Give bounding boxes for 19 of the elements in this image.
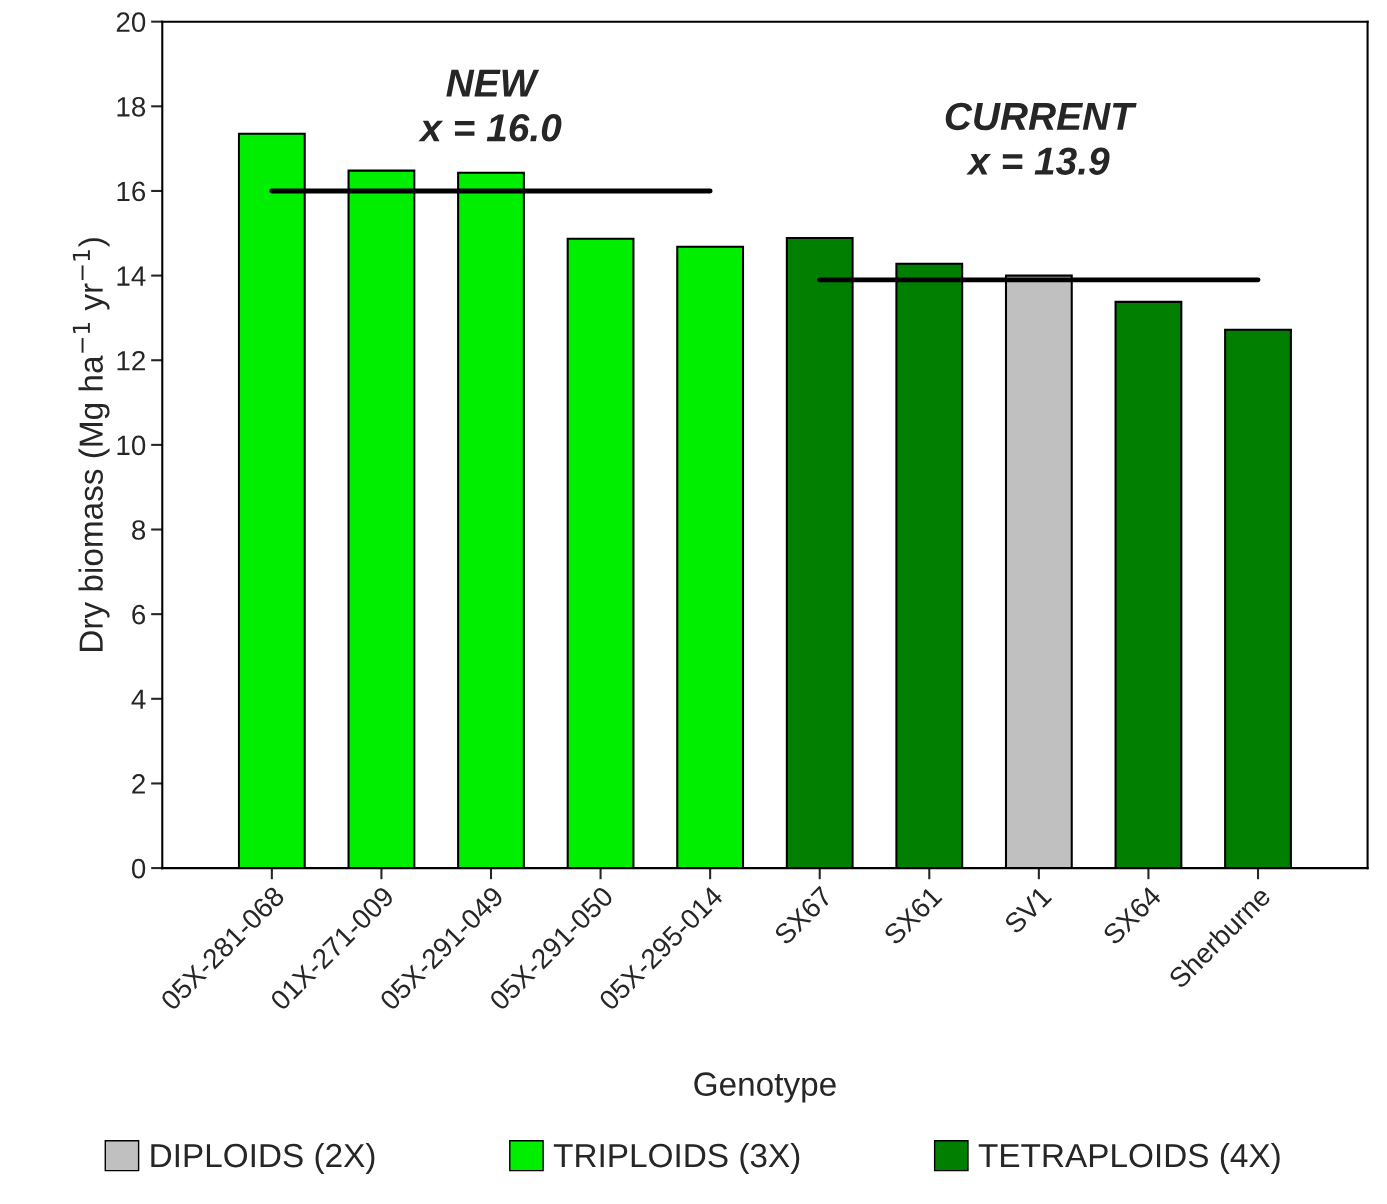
x-tick-label: SV1 bbox=[1003, 885, 1053, 935]
y-tick-label: 10 bbox=[117, 435, 146, 456]
y-tick-label: 8 bbox=[132, 520, 146, 540]
legend-label: TRIPLOIDS (3X) bbox=[553, 1142, 800, 1174]
y-tick-label: 2 bbox=[132, 774, 145, 794]
y-tick-label: 6 bbox=[132, 604, 146, 625]
y-tick-label: 20 bbox=[116, 12, 146, 33]
y-tick-label: 14 bbox=[117, 266, 146, 286]
annotation: NEW x = 16.0 bbox=[418, 69, 562, 142]
y-tick-label: 16 bbox=[117, 181, 146, 202]
y-tick-label: 12 bbox=[117, 350, 145, 371]
y-tick-label: 18 bbox=[117, 96, 146, 117]
legend-label: TETRAPLOIDS (4X) bbox=[978, 1142, 1280, 1174]
x-axis-title: Genotype bbox=[694, 1072, 836, 1103]
legend-label: DIPLOIDS (2X) bbox=[151, 1142, 375, 1174]
y-tick-label: 4 bbox=[131, 689, 146, 709]
y-axis-title: Dry biomass (Mg ha$^{−1}$ yr$^{−1}$) bbox=[72, 238, 110, 651]
annotation: CURRENT x = 13.9 bbox=[945, 102, 1137, 175]
y-tick-label: 0 bbox=[131, 858, 146, 879]
